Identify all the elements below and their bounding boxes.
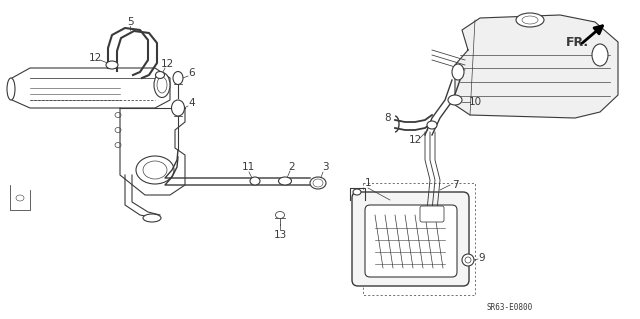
Text: 10: 10 (468, 97, 481, 107)
Ellipse shape (7, 78, 15, 100)
Ellipse shape (310, 177, 326, 189)
Ellipse shape (516, 13, 544, 27)
Ellipse shape (16, 195, 24, 201)
Ellipse shape (154, 72, 170, 98)
Text: 9: 9 (479, 253, 485, 263)
FancyBboxPatch shape (365, 205, 457, 277)
Text: 5: 5 (127, 17, 133, 27)
Text: 3: 3 (322, 162, 328, 172)
Ellipse shape (143, 214, 161, 222)
Text: 12: 12 (88, 53, 102, 63)
Ellipse shape (115, 113, 121, 117)
Ellipse shape (313, 179, 323, 187)
Text: 4: 4 (189, 98, 195, 108)
Ellipse shape (522, 16, 538, 24)
Ellipse shape (115, 143, 121, 147)
Ellipse shape (156, 71, 164, 78)
Ellipse shape (448, 95, 462, 105)
Text: 6: 6 (189, 68, 195, 78)
Ellipse shape (278, 177, 291, 185)
Ellipse shape (353, 189, 361, 195)
Ellipse shape (143, 161, 167, 179)
Ellipse shape (136, 156, 174, 184)
Ellipse shape (106, 61, 118, 69)
Ellipse shape (173, 71, 183, 85)
Text: 12: 12 (408, 135, 422, 145)
Polygon shape (455, 15, 618, 118)
FancyArrowPatch shape (582, 26, 602, 43)
Ellipse shape (465, 257, 471, 263)
Text: 1: 1 (365, 178, 371, 188)
Text: FR.: FR. (566, 35, 589, 48)
Ellipse shape (157, 77, 167, 93)
Ellipse shape (592, 44, 608, 66)
Text: SR63-E0800: SR63-E0800 (487, 303, 533, 313)
Ellipse shape (172, 100, 184, 116)
Ellipse shape (115, 128, 121, 132)
Text: 12: 12 (161, 59, 173, 69)
FancyBboxPatch shape (420, 206, 444, 222)
Text: 11: 11 (241, 162, 255, 172)
Ellipse shape (452, 64, 464, 80)
Ellipse shape (462, 254, 474, 266)
FancyBboxPatch shape (352, 192, 469, 286)
Text: 2: 2 (289, 162, 295, 172)
Ellipse shape (250, 177, 260, 185)
Text: 7: 7 (452, 180, 458, 190)
Ellipse shape (275, 211, 285, 219)
Ellipse shape (427, 121, 437, 129)
Text: 8: 8 (385, 113, 391, 123)
Text: 13: 13 (273, 230, 287, 240)
